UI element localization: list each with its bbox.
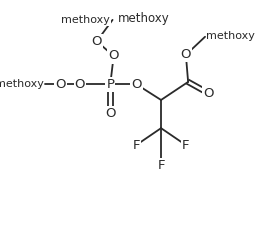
Text: O: O [55,78,66,91]
Text: O: O [109,49,119,62]
Text: O: O [91,35,102,48]
Text: O: O [105,107,115,120]
Text: F: F [157,159,165,172]
Text: methoxy: methoxy [206,31,255,41]
Text: O: O [203,87,214,100]
Text: O: O [74,78,85,91]
Text: F: F [133,139,140,152]
Text: F: F [182,139,190,152]
Text: methoxy: methoxy [118,12,170,25]
Text: methoxy: methoxy [61,15,110,25]
Text: O: O [131,78,142,91]
Text: P: P [106,78,114,91]
Text: O: O [181,48,191,61]
Text: methoxy: methoxy [0,79,44,89]
